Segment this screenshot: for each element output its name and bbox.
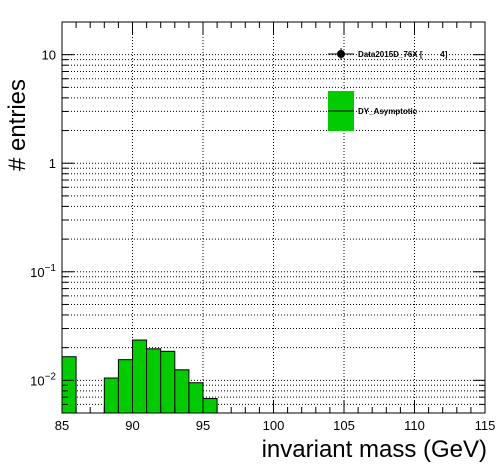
- histogram-bar: [146, 348, 162, 414]
- x-axis-title: invariant mass (GeV): [262, 436, 487, 463]
- grid: [62, 21, 485, 414]
- y-tick-label: 10−1: [30, 263, 56, 280]
- y-tick-label: 1: [49, 156, 56, 171]
- histogram-bars: [61, 339, 218, 414]
- x-tick-labels: 85 90 95 100 105 110 115: [55, 418, 496, 433]
- histogram-bar: [174, 369, 190, 414]
- x-tick-label: 115: [475, 418, 496, 433]
- histogram-bar: [103, 377, 119, 414]
- histogram-bar: [188, 382, 204, 414]
- legend-entry-data: Data2015D_76X [ 4]: [328, 48, 448, 60]
- axis-ticks: [61, 21, 486, 414]
- y-tick-labels: 10−2 10−1 1 10: [30, 48, 56, 389]
- x-tick-label: 95: [196, 418, 210, 433]
- legend-data-label: Data2015D_76X [ 4]: [358, 50, 448, 59]
- histogram-bar: [117, 359, 134, 414]
- y-axis-title: # entries: [4, 79, 31, 171]
- y-tick-label: 10−2: [30, 371, 56, 388]
- histogram-bar: [160, 350, 176, 414]
- histogram-bar: [132, 339, 148, 414]
- x-tick-label: 100: [263, 418, 285, 433]
- legend-entry-dy: DY_Asymptotic: [328, 91, 418, 131]
- x-tick-label: 105: [333, 418, 355, 433]
- legend-dy-label: DY_Asymptotic: [358, 107, 418, 116]
- x-tick-label: 90: [125, 418, 139, 433]
- legend-data-marker: [337, 50, 345, 58]
- x-tick-label: 85: [55, 418, 69, 433]
- histogram-bar: [202, 398, 218, 414]
- legend: Data2015D_76X [ 4] DY_Asymptotic: [328, 48, 448, 131]
- x-tick-label: 110: [404, 418, 425, 433]
- y-tick-label: 10: [42, 48, 56, 63]
